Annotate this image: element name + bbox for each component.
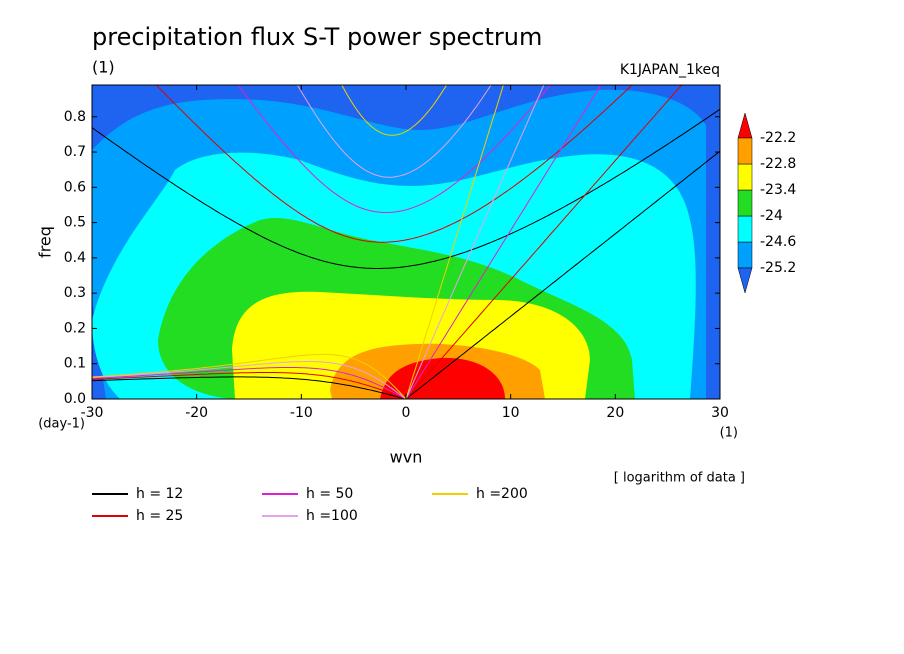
legend-label: h = 50 [306,486,353,502]
x-tick-label: -10 [290,405,313,421]
legend-label: h = 25 [136,508,183,524]
colorbar-label: -24 [760,208,783,224]
colorbar-label: -22.8 [760,156,796,172]
dispersion-curve [237,85,551,213]
y-axis-label: freq [36,226,55,258]
dispersion-curve [296,85,492,178]
note: [ logarithm of data ] [614,471,745,486]
dispersion-curve [405,85,545,399]
contour-region [380,357,505,399]
y-tick-label: 0.6 [64,179,86,195]
dispersion-curve [405,85,683,399]
x-tick-label: -30 [81,405,104,421]
y-tick-label: 0.0 [64,391,86,407]
dispersion-curve [92,108,720,269]
legend-label: h = 12 [136,486,183,502]
plot-area [92,85,720,400]
dispersion-curve [155,85,633,243]
legend-label: h =200 [476,486,528,502]
colorbar-box [737,137,753,165]
colorbar-box [737,189,753,217]
x-axis-label: wvn [390,448,423,467]
colorbar-triangle [737,267,753,294]
colorbar-box [737,215,753,243]
y-tick-label: 0.7 [64,144,86,160]
subtitle: (1) [92,58,115,77]
dispersion-curve [405,85,602,399]
colorbar-box [737,163,753,191]
chart-title: precipitation flux S-T power spectrum [92,23,542,51]
y-tick-label: 0.4 [64,250,86,266]
dispersion-curve [92,367,407,399]
y-tick-label: 0.1 [64,356,86,372]
colorbar-label: -25.2 [760,260,796,276]
x-tick-label: -20 [185,405,208,421]
x-axis-unit: (1) [720,426,738,441]
dispersion-curve [341,85,448,136]
y-tick-label: 0.3 [64,285,86,301]
dispersion-curve [92,376,407,399]
dispersion-curves [92,85,720,399]
y-tick-label: 0.8 [64,109,86,125]
x-tick-label: 30 [711,405,729,421]
dispersion-curve [405,85,504,399]
colorbar-label: -24.6 [760,234,796,250]
y-tick-label: 0.2 [64,320,86,336]
dispersion-curve [92,361,407,399]
run-label: K1JAPAN_1keq [620,62,720,78]
y-tick-label: 0.5 [64,215,86,231]
dispersion-curve [92,353,407,399]
colorbar-label: -23.4 [760,182,796,198]
colorbar-box [737,241,753,269]
dispersion-curve [92,372,407,399]
legend-label: h =100 [306,508,358,524]
dispersion-curve [405,150,720,399]
y-axis-unit: (day-1) [38,417,85,432]
x-tick-label: 20 [606,405,624,421]
x-tick-label: 0 [402,405,411,421]
colorbar-label: -22.2 [760,130,796,146]
x-tick-label: 10 [502,405,520,421]
